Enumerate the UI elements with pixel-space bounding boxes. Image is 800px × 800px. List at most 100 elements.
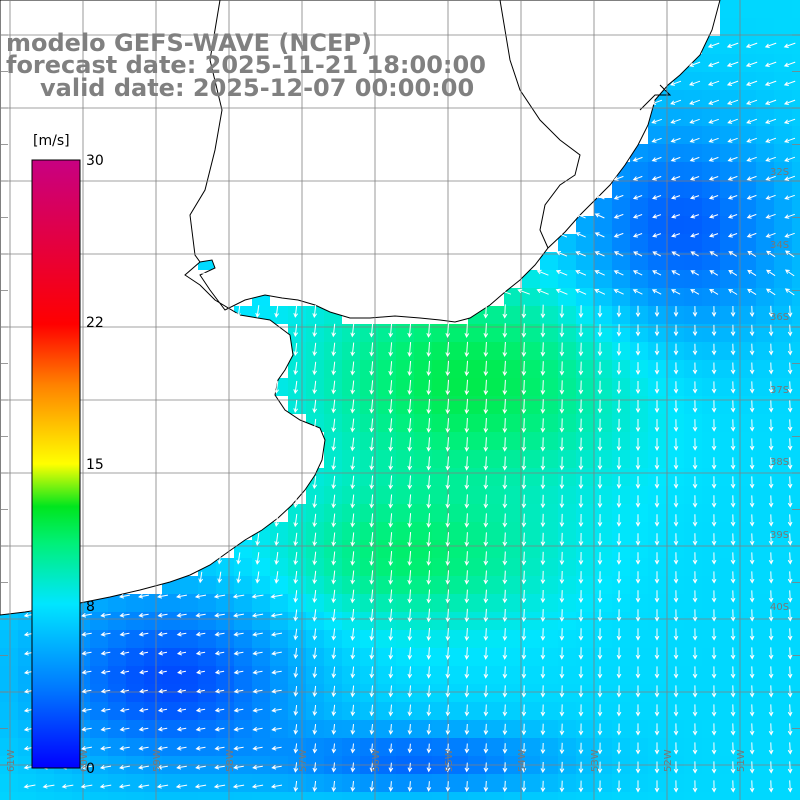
wind-arrow bbox=[559, 704, 565, 717]
wind-arrow bbox=[635, 647, 641, 660]
wind-arrow bbox=[233, 707, 244, 713]
wind-arrow bbox=[194, 270, 207, 276]
wind-arrow bbox=[654, 628, 660, 641]
wind-arrow bbox=[521, 379, 527, 396]
lon-label: 54W bbox=[517, 749, 528, 772]
wind-arrow bbox=[671, 233, 681, 238]
wind-arrow bbox=[746, 118, 758, 124]
wind-arrow bbox=[464, 647, 470, 660]
wind-arrow bbox=[483, 647, 489, 660]
wind-arrow bbox=[613, 270, 624, 276]
wind-arrow bbox=[331, 724, 337, 735]
wind-arrow bbox=[727, 99, 739, 105]
wind-arrow bbox=[689, 137, 700, 143]
wind-arrow bbox=[350, 743, 356, 754]
wind-arrow bbox=[445, 323, 451, 338]
wind-arrow bbox=[671, 195, 681, 200]
wind-arrow bbox=[749, 780, 755, 793]
wind-arrow bbox=[255, 533, 261, 546]
wind-arrow bbox=[312, 323, 318, 338]
wind-arrow bbox=[708, 137, 719, 143]
wind-arrow bbox=[331, 418, 337, 433]
wind-arrow bbox=[709, 289, 719, 295]
wind-arrow bbox=[575, 251, 587, 257]
wind-arrow bbox=[692, 381, 698, 394]
wind-arrow bbox=[746, 175, 757, 181]
wind-arrow bbox=[445, 704, 451, 717]
wind-arrow bbox=[138, 765, 149, 770]
wind-arrow bbox=[689, 80, 701, 86]
wind-arrow bbox=[578, 590, 584, 603]
wind-arrow bbox=[483, 456, 489, 471]
wind-arrow bbox=[673, 533, 679, 546]
wind-arrow bbox=[502, 475, 508, 490]
wind-arrow bbox=[331, 647, 337, 660]
wind-arrow bbox=[252, 688, 263, 694]
wind-arrow bbox=[711, 571, 717, 584]
wind-arrow bbox=[730, 552, 736, 565]
wind-arrow bbox=[726, 80, 739, 86]
wind-arrow bbox=[764, 80, 777, 86]
wind-arrow bbox=[784, 232, 795, 238]
wind-arrow bbox=[369, 743, 375, 754]
wind-arrow bbox=[388, 724, 394, 735]
wind-arrow bbox=[119, 669, 130, 675]
wind-arrow bbox=[559, 418, 565, 433]
wind-arrow bbox=[293, 762, 299, 773]
wind-arrow bbox=[521, 494, 527, 509]
wind-arrow bbox=[214, 612, 225, 618]
wind-arrow bbox=[331, 685, 337, 698]
wind-arrow bbox=[692, 761, 698, 774]
wind-arrow bbox=[502, 341, 508, 358]
wind-arrow bbox=[138, 631, 149, 637]
wind-arrow bbox=[407, 685, 413, 698]
wind-arrow bbox=[749, 723, 755, 736]
wind-arrow bbox=[575, 270, 587, 276]
wind-arrow bbox=[692, 324, 698, 337]
wind-arrow bbox=[483, 341, 489, 358]
wind-arrow bbox=[540, 399, 546, 414]
wind-arrow bbox=[559, 513, 565, 528]
wind-arrow bbox=[483, 360, 489, 377]
wind-arrow bbox=[119, 745, 130, 751]
wind-arrow bbox=[100, 726, 111, 732]
wind-arrow bbox=[502, 589, 508, 604]
wind-arrow bbox=[426, 781, 432, 792]
wind-arrow bbox=[574, 288, 587, 295]
wind-arrow bbox=[369, 685, 375, 698]
wind-arrow bbox=[578, 571, 584, 584]
wind-arrow bbox=[730, 419, 736, 432]
wind-arrow bbox=[559, 666, 565, 679]
wind-arrow bbox=[711, 647, 717, 660]
colorbar-tick-label: 0 bbox=[86, 761, 95, 777]
wind-arrow bbox=[293, 399, 298, 414]
wind-arrow bbox=[521, 513, 527, 528]
wind-arrow bbox=[274, 571, 279, 584]
wind-arrow bbox=[100, 688, 111, 694]
wind-arrow bbox=[768, 609, 774, 622]
wind-arrow bbox=[764, 61, 777, 67]
wind-arrow bbox=[483, 475, 489, 490]
wind-arrow bbox=[157, 765, 168, 770]
wind-arrow bbox=[255, 571, 260, 584]
wind-arrow bbox=[765, 213, 776, 219]
wind-arrow bbox=[540, 589, 546, 604]
wind-arrow bbox=[388, 608, 394, 623]
wind-arrow bbox=[445, 494, 451, 509]
wind-arrow bbox=[331, 628, 337, 641]
wind-arrow bbox=[483, 762, 489, 773]
wind-arrow bbox=[213, 784, 226, 789]
wind-arrow bbox=[445, 456, 451, 471]
wind-arrow bbox=[635, 780, 641, 793]
wind-arrow bbox=[502, 456, 508, 471]
wind-arrow bbox=[711, 457, 717, 470]
wind-arrow bbox=[613, 232, 624, 238]
wind-arrow bbox=[749, 666, 755, 679]
wind-arrow bbox=[464, 570, 470, 585]
wind-arrow bbox=[119, 594, 130, 599]
wind-arrow bbox=[673, 400, 679, 413]
wind-arrow bbox=[749, 761, 755, 774]
wind-arrow bbox=[692, 704, 698, 717]
wind-arrow bbox=[138, 726, 149, 732]
wind-arrow bbox=[787, 419, 793, 432]
